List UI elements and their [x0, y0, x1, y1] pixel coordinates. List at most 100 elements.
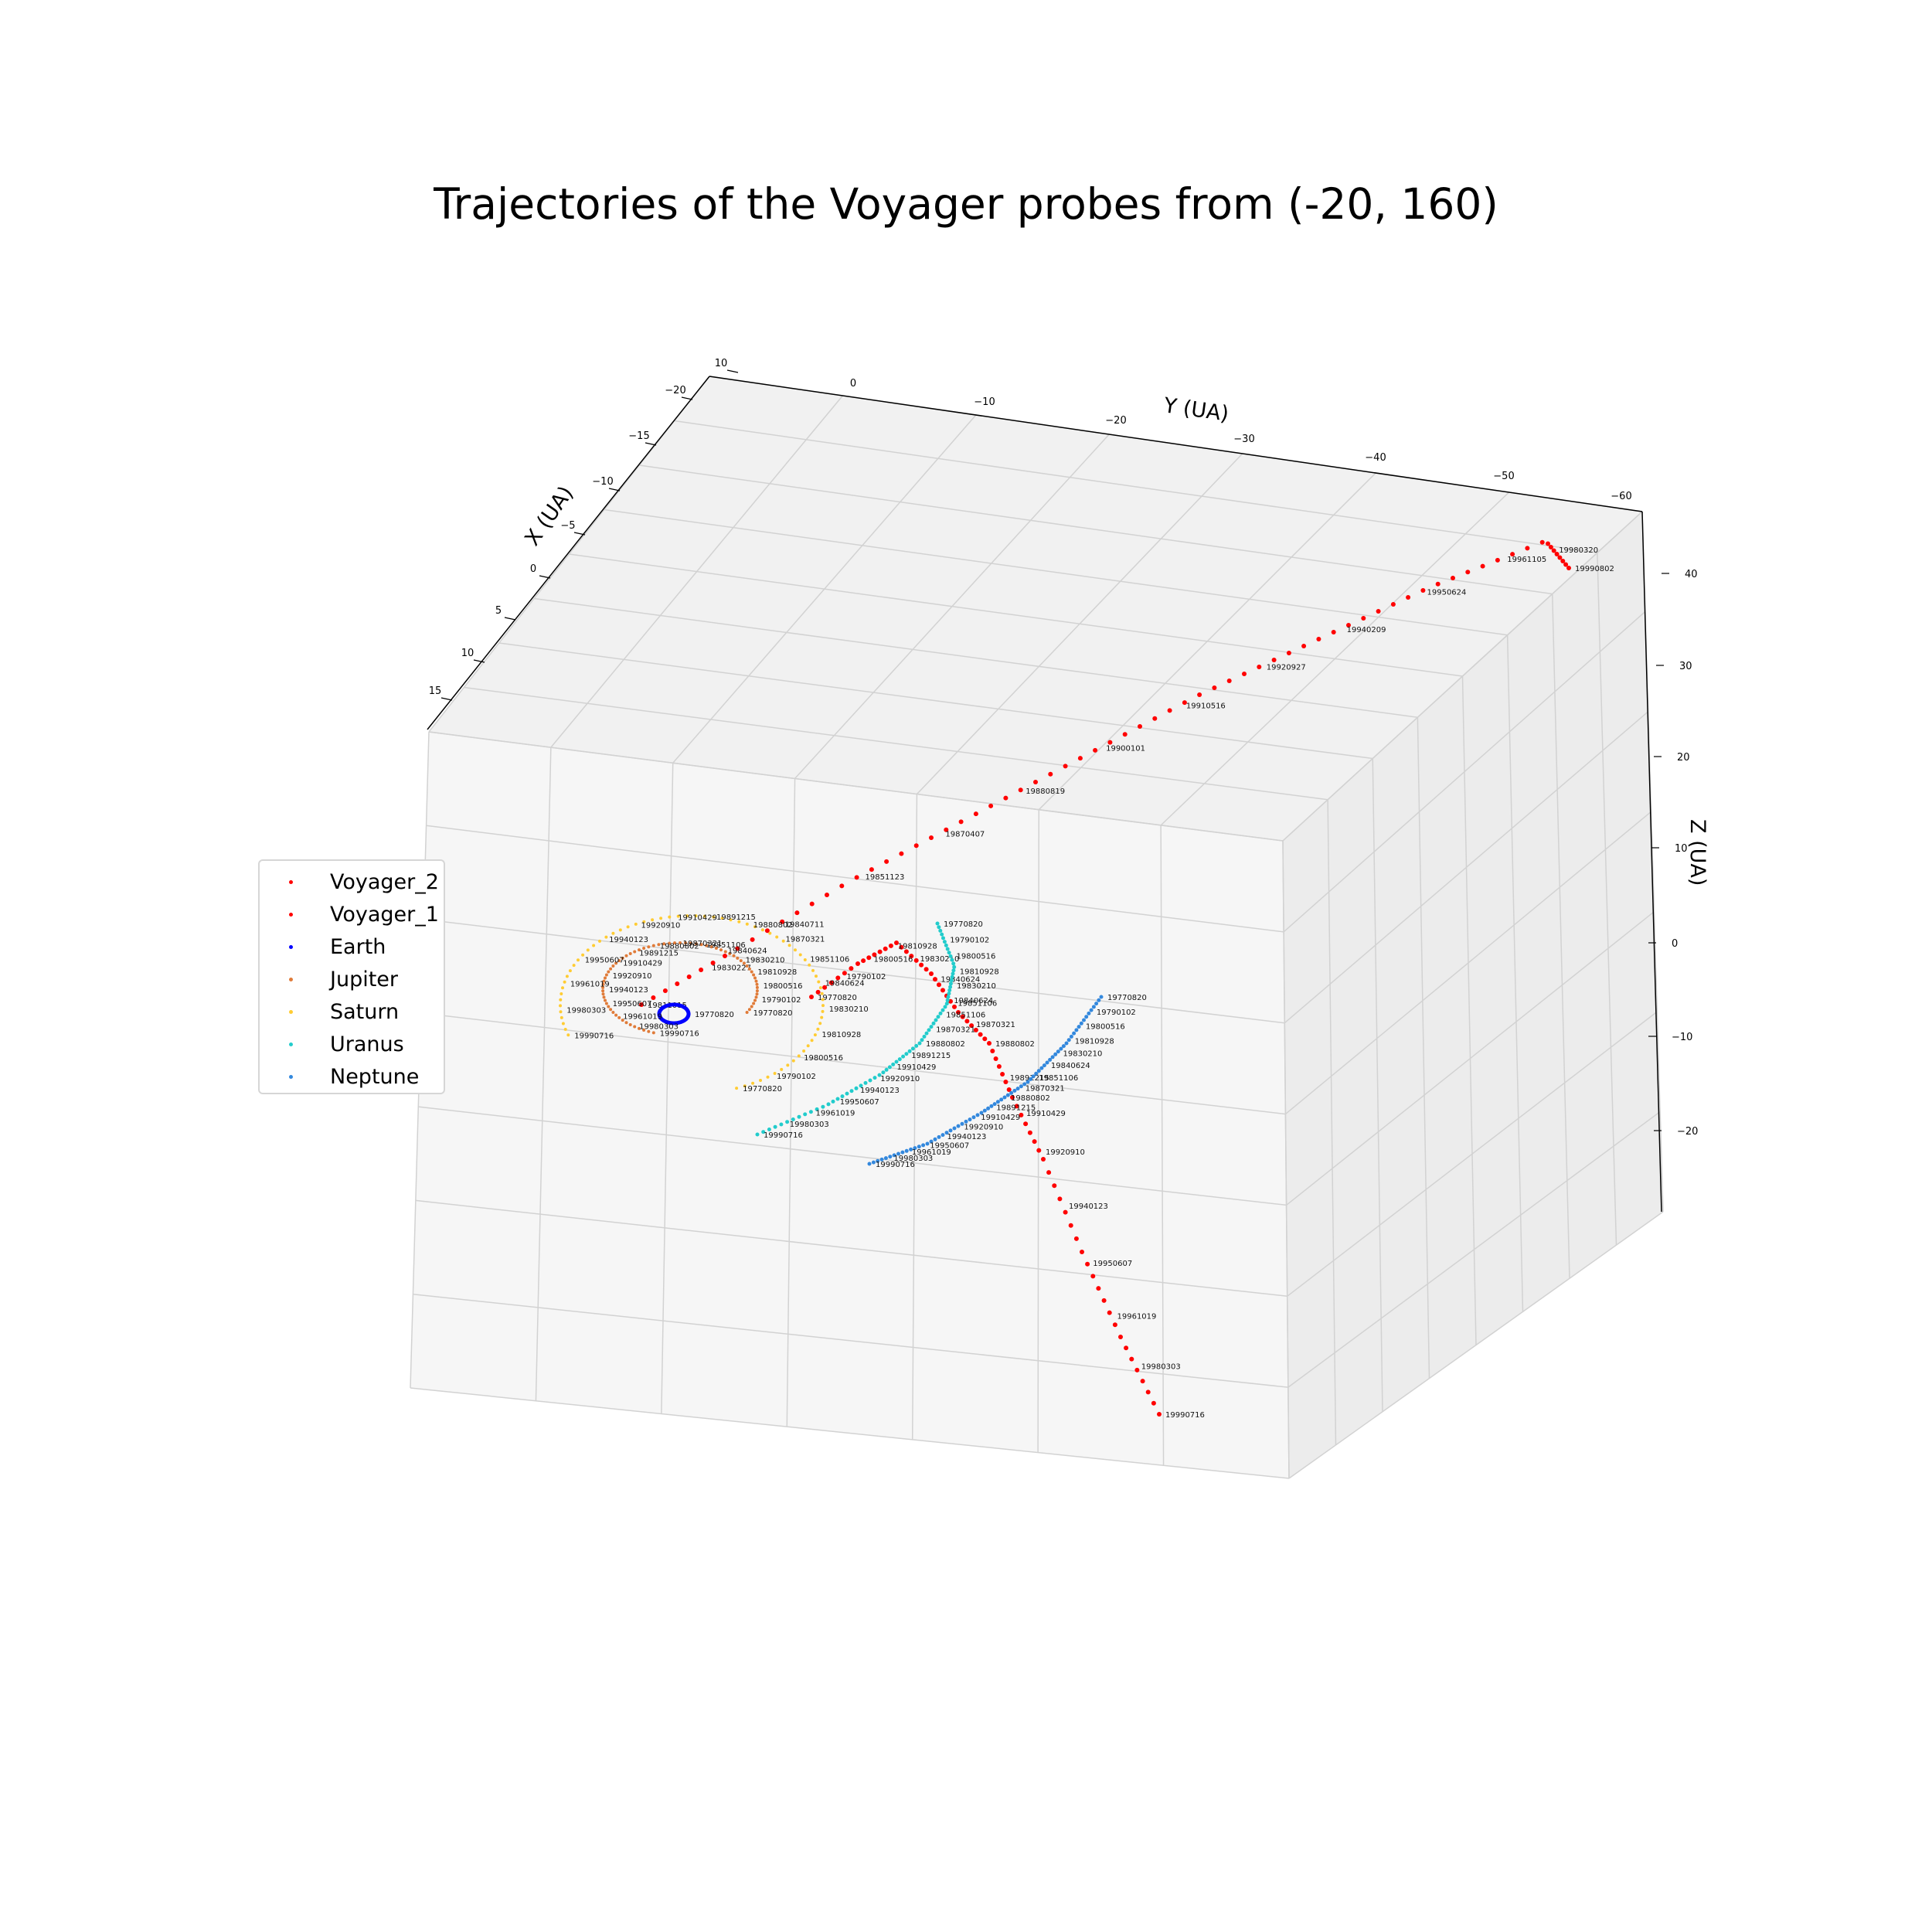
data-point — [1039, 1066, 1044, 1070]
data-point — [896, 1151, 900, 1156]
data-point — [668, 941, 672, 945]
data-point — [944, 943, 948, 947]
data-point — [958, 819, 964, 825]
data-point — [651, 944, 655, 947]
data-label: 19950607 — [613, 1000, 652, 1009]
data-point — [1022, 1082, 1027, 1087]
grid-line — [1461, 675, 1477, 1345]
data-point — [1019, 1084, 1023, 1089]
data-point — [642, 920, 646, 923]
data-point — [904, 1052, 909, 1056]
data-label: 19830227 — [712, 964, 751, 973]
data-label: 19770820 — [695, 1011, 734, 1019]
data-point — [710, 961, 716, 965]
data-point — [566, 1033, 570, 1037]
data-point — [1510, 552, 1515, 557]
data-point — [712, 915, 716, 919]
data-point — [1034, 1071, 1039, 1076]
data-label: 19840624 — [825, 979, 865, 988]
data-point — [651, 1031, 655, 1035]
data-point — [1089, 1008, 1094, 1012]
x-tick-label: 0 — [530, 563, 536, 575]
data-point — [1059, 1046, 1063, 1051]
data-point — [714, 947, 718, 950]
data-point — [806, 1044, 810, 1048]
data-point — [1551, 548, 1556, 553]
data-point — [937, 925, 941, 930]
data-point — [1226, 679, 1232, 683]
data-point — [989, 1104, 994, 1108]
data-point — [949, 978, 954, 983]
data-label: 19800516 — [874, 955, 913, 964]
grid-line — [1372, 758, 1383, 1412]
data-point — [702, 914, 706, 918]
data-point — [1560, 559, 1566, 563]
data-label: 19910429 — [897, 1063, 937, 1072]
data-point — [686, 1012, 691, 1016]
data-point — [913, 1146, 917, 1151]
data-point — [737, 920, 741, 923]
data-point — [822, 985, 828, 990]
grid-line — [423, 918, 1285, 1024]
data-point — [686, 975, 692, 979]
data-point — [1346, 623, 1351, 628]
data-label: 19920910 — [964, 1124, 1003, 1132]
data-label: 19800516 — [764, 982, 803, 991]
data-point — [577, 958, 580, 962]
x-tick — [645, 442, 657, 446]
data-point — [940, 932, 944, 937]
data-point — [1018, 787, 1023, 793]
legend-label: Voyager_1 — [330, 902, 439, 927]
data-point — [1331, 630, 1336, 634]
data-label: 19880819 — [1026, 787, 1065, 796]
data-point — [931, 1021, 936, 1026]
data-point — [1435, 581, 1440, 587]
chart-title: Trajectories of the Voyager probes from … — [434, 179, 1498, 229]
data-point — [1451, 576, 1455, 580]
data-point — [1093, 747, 1098, 753]
data-label: 19790102 — [777, 1073, 816, 1081]
data-point — [787, 944, 791, 947]
data-point — [609, 967, 613, 971]
data-point — [943, 1005, 947, 1009]
data-point — [811, 968, 815, 972]
data-label: 19891215 — [639, 949, 679, 957]
data-point — [1390, 602, 1396, 607]
data-point — [1420, 588, 1426, 593]
data-point — [633, 950, 637, 954]
data-point — [755, 982, 759, 986]
data-point — [891, 1062, 896, 1066]
data-point — [979, 1111, 984, 1115]
data-label: 19770820 — [944, 920, 983, 929]
data-point — [956, 1124, 961, 1128]
data-point — [924, 1031, 929, 1036]
data-point — [720, 917, 724, 920]
data-point — [1050, 1055, 1055, 1060]
data-point — [1077, 1025, 1081, 1029]
data-point — [877, 1073, 882, 1077]
data-point — [936, 1015, 940, 1019]
data-point — [1006, 1087, 1012, 1092]
data-label: 19840624 — [954, 997, 993, 1005]
grid-line — [1160, 825, 1165, 1466]
data-point — [735, 1087, 739, 1090]
data-label: 19920910 — [880, 1075, 920, 1083]
data-point — [1361, 616, 1366, 621]
x-tick-label: −20 — [665, 385, 685, 396]
data-point — [1029, 1077, 1033, 1081]
data-point — [813, 1033, 817, 1037]
data-label: 19810928 — [898, 942, 937, 951]
data-label: 19961019 — [623, 1012, 662, 1021]
data-point — [1019, 1112, 1024, 1117]
data-point — [887, 1065, 892, 1070]
data-point — [705, 944, 709, 947]
data-point — [1080, 1250, 1084, 1254]
data-point — [940, 988, 945, 993]
data-label: 19851106 — [1039, 1074, 1078, 1083]
legend-item: Neptune — [260, 1060, 444, 1093]
data-label: 19800516 — [804, 1054, 843, 1063]
data-point — [1036, 1148, 1042, 1153]
data-label: 19990716 — [1165, 1411, 1205, 1420]
data-point — [815, 975, 818, 978]
